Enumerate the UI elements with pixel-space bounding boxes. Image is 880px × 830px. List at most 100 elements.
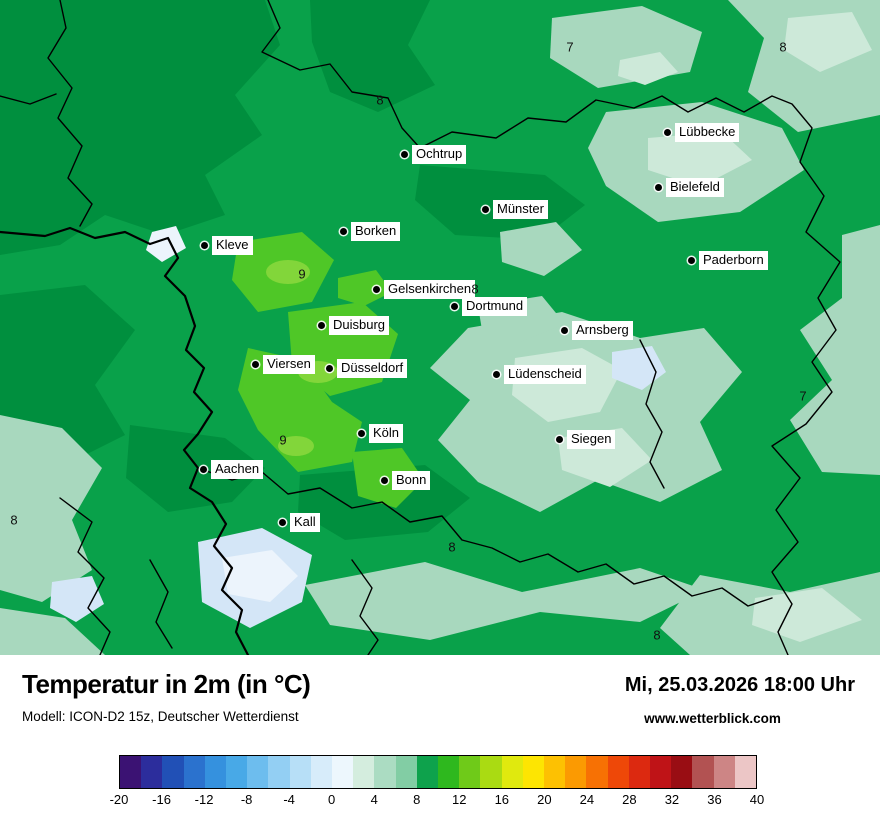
map: Ochtrup Lübbecke Bielefeld Münster Borken Kle… [0,0,880,655]
scale-segment [268,756,290,788]
scale-segment [650,756,672,788]
scale-tick-label: -12 [194,792,214,807]
scale-segment [459,756,481,788]
city-marker: Lübbecke [664,123,740,142]
temperature-value: 8 [448,539,456,555]
scale-segment [671,756,693,788]
scale-tick-label: 28 [622,792,637,807]
city-label: Siegen [567,430,616,449]
temperature-value: 8 [653,627,661,643]
scale-segment [713,756,735,788]
scale-segment [522,756,545,788]
scale-tick-label: 0 [328,792,336,807]
city-label: Münster [493,200,548,219]
city-label: Ochtrup [412,145,467,164]
city-dot [401,151,408,158]
city-label: Kleve [212,236,253,255]
city-dot [200,466,207,473]
scale-segment [226,756,248,788]
scale-tick-label: 16 [494,792,510,807]
city-dot [381,477,388,484]
city-dot [279,519,286,526]
city-marker: Viersen [252,355,315,374]
temperature-value: 9 [298,266,306,282]
footer: Temperatur in 2m (in °C) Mi, 25.03.2026 … [0,655,880,830]
city-marker: Bielefeld [655,178,724,197]
scale-segment [353,756,375,788]
scale-tick-label: 8 [413,792,421,807]
scale-segment [310,756,333,788]
city-dot [451,303,458,310]
forecast-datetime: Mi, 25.03.2026 18:00 Uhr [624,674,855,696]
city-label: Bielefeld [666,178,724,197]
border-lines [0,0,841,655]
temperature-value: 8 [471,281,479,297]
city-marker: Siegen [556,430,616,449]
website-label: www.wetterblick.com [644,711,781,726]
city-dot [561,327,568,334]
temperature-value: 7 [566,39,574,55]
scale-segment [586,756,608,788]
city-marker: Ochtrup [401,145,467,164]
city-marker: Kall [279,513,320,532]
city-label: Arnsberg [572,321,633,340]
temperature-value: 9 [279,432,287,448]
city-dot [358,430,365,437]
scale-segment [141,756,163,788]
map-terrain [0,0,880,655]
scale-tick-label: -8 [240,792,253,807]
scale-segment [247,756,269,788]
scale-tick-label: -4 [283,792,295,807]
city-label: Aachen [211,460,264,479]
city-dot [252,361,259,368]
city-marker: Bonn [381,471,431,490]
city-dot [373,286,380,293]
map-overlay: Ochtrup Lübbecke Bielefeld Münster Borken Kle… [10,39,807,643]
model-info: Modell: ICON-D2 15z, Deutscher Wetterdie… [22,709,299,724]
scale-segment [204,756,227,788]
scale-segment [480,756,502,788]
city-label: Paderborn [699,251,768,270]
scale-tick-label: 40 [749,792,765,807]
city-label: Gelsenkirchen [384,280,476,299]
city-label: Dortmund [462,297,528,316]
city-dot [664,129,671,136]
city-marker: Gelsenkirchen [373,280,476,299]
scale-segment [183,756,205,788]
scale-tick-label: 32 [664,792,680,807]
city-marker: Dortmund [451,297,528,316]
scale-segments [119,755,757,789]
scale-tick-label: 20 [537,792,552,807]
city-dot [655,184,662,191]
temperature-value: 7 [799,388,807,404]
city-marker: Kleve [201,236,253,255]
scale-tick-label: 24 [579,792,595,807]
page-title: Temperatur in 2m (in °C) [22,669,311,699]
scale-segment [565,756,587,788]
city-dot [688,257,695,264]
scale-segment [438,756,460,788]
city-marker: Paderborn [688,251,768,270]
city-marker: Arnsberg [561,321,633,340]
city-label: Viersen [263,355,315,374]
city-marker: Münster [482,200,548,219]
scale-tick-label: 4 [370,792,378,807]
city-label: Kall [290,513,320,532]
scale-segment [395,756,417,788]
scale-segment [162,756,184,788]
pale-blue-regions [146,226,298,602]
city-marker: Aachen [200,460,264,479]
scale-tick-label: 12 [452,792,467,807]
temperature-value: 8 [10,512,18,528]
city-dot [493,371,500,378]
city-dot [482,206,489,213]
city-marker: Borken [340,222,401,241]
city-marker: Lüdenscheid [493,365,586,384]
dark-green-regions [0,0,585,540]
scale-segment [120,756,142,788]
city-dot [318,322,325,329]
city-label: Bonn [392,471,431,490]
city-dot [340,228,347,235]
scale-labels: -20 -16 -12 -8 -4 0 4 8 12 16 20 24 28 32 36 40 [110,792,765,810]
